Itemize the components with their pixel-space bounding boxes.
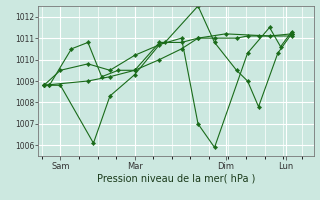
X-axis label: Pression niveau de la mer( hPa ): Pression niveau de la mer( hPa ) (97, 173, 255, 183)
